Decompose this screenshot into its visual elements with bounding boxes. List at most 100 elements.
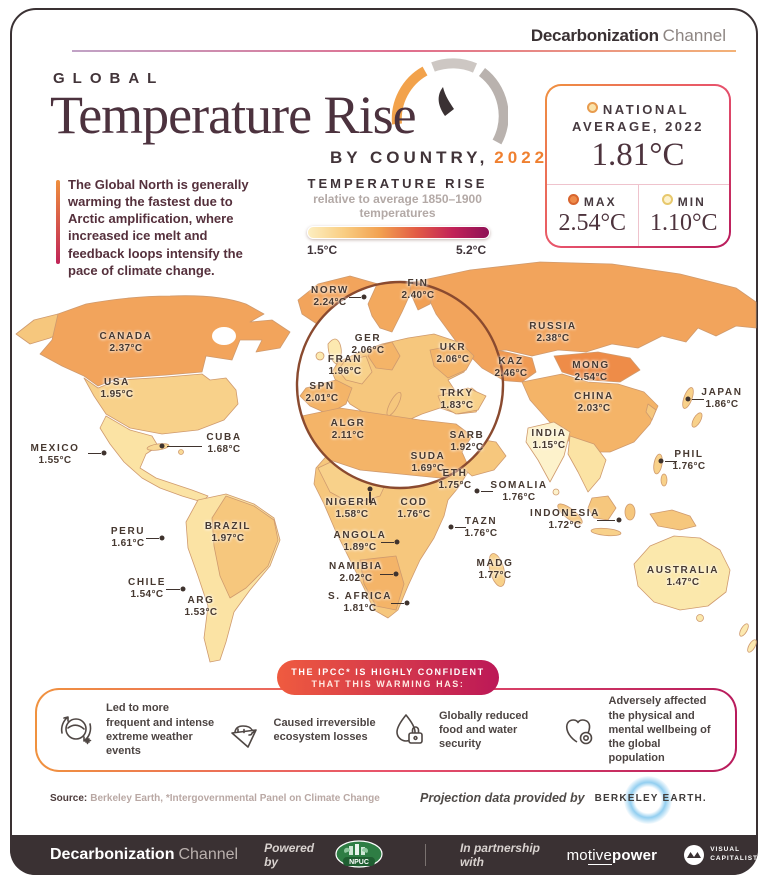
country-label: MONG 2.54°C	[572, 360, 610, 383]
subtitle-year: 2022	[494, 148, 549, 167]
country-label: CHINA 2.03°C	[574, 391, 614, 414]
motivepower-logo: motivepower	[566, 846, 658, 865]
visual-capitalist-icon	[684, 845, 705, 865]
france-shape	[337, 355, 373, 385]
min-value: 1.10°C	[649, 210, 718, 236]
legend-max-label: 5.2°C	[456, 243, 487, 257]
impact-item-wellbeing: Adversely affected the physical and ment…	[558, 694, 718, 765]
motive-c: power	[612, 846, 658, 864]
footer-brand-bold: Decarbonization	[50, 846, 175, 863]
country-label: SUDA 1.69°C	[410, 451, 446, 474]
country-label: PERU 1.61°C	[110, 526, 146, 549]
min-dot-icon	[661, 194, 673, 205]
berkeley-earth-wordmark: BERKELEY EARTH.	[594, 792, 707, 804]
country-label: SOMALIA 1.76°C	[490, 480, 548, 503]
europe-inset-map	[297, 282, 503, 479]
motive-a: mo	[566, 846, 588, 864]
impact-item-weather: Led to more frequent and intense extreme…	[55, 701, 215, 758]
legend-subtitle: relative to average 1850–1900 temperatur…	[313, 192, 482, 221]
header-divider	[72, 50, 736, 52]
world-map	[15, 261, 757, 663]
impact-text: Globally reduced food and water security	[439, 709, 529, 751]
source-text: Berkeley Earth, *Intergovernmental Panel…	[90, 793, 380, 804]
impact-item-ecosystem: Caused irreversible ecosystem losses	[223, 709, 383, 751]
impact-text: Led to more frequent and intense extreme…	[106, 702, 215, 758]
country-label: KAZ 2.46°C	[494, 356, 528, 379]
ukraine-shape	[429, 343, 475, 379]
country-label: USA 1.95°C	[100, 377, 134, 400]
leader-line	[380, 574, 393, 576]
country-label: COD 1.76°C	[397, 497, 431, 520]
country-label: CANADA 2.37°C	[99, 331, 153, 354]
turkey-shape	[437, 387, 487, 415]
leader-dot	[658, 458, 664, 464]
country-label: FIN 2.40°C	[401, 278, 435, 301]
projection-prefix: Projection data provided by	[420, 791, 585, 805]
country-label: INDONESIA 1.72°C	[530, 508, 600, 531]
leader-dot	[616, 517, 622, 523]
min-block: MIN 1.10°C	[639, 185, 730, 246]
leader-dot	[685, 396, 691, 402]
india-shape	[525, 421, 571, 483]
ipcc-banner: THE IPCC* IS HIGHLY CONFIDENT THAT THIS …	[277, 660, 499, 695]
npuc-logo: NPUC	[333, 840, 385, 870]
country-label: GER 2.06°C	[351, 333, 385, 356]
country-label: NAMIBIA 2.02°C	[329, 561, 383, 584]
leader-line	[167, 446, 202, 448]
uk-shape	[327, 338, 342, 365]
leader-dot	[159, 443, 165, 449]
leader-dot	[474, 488, 480, 494]
footer-brand-light: Channel	[178, 846, 239, 863]
national-average-block: NATIONAL AVERAGE, 2022 1.81°C	[547, 86, 729, 185]
country-label: TAZN 1.76°C	[464, 516, 498, 539]
footer-decarbonization-logo: Decarbonization Channel	[50, 846, 238, 864]
ipcc-impacts-box: Led to more frequent and intense extreme…	[35, 688, 737, 772]
page-title: Temperature Rise	[50, 85, 417, 145]
australia-shape	[633, 535, 731, 611]
leader-dot	[393, 571, 399, 577]
avg-label-2: AVERAGE, 2022	[572, 118, 704, 134]
npuc-text: NPUC	[349, 859, 369, 866]
decarbonization-channel-logo: Decarbonization Channel	[531, 26, 726, 46]
partnership-label: In partnership with	[459, 841, 540, 869]
vc-line1: VISUAL	[710, 846, 741, 854]
leader-dot	[159, 535, 165, 541]
country-label: CHILE 1.54°C	[128, 577, 166, 600]
leader-line	[146, 538, 159, 540]
country-label: CUBA 1.68°C	[206, 432, 242, 455]
projection-credit: Projection data provided by BERKELEY EAR…	[420, 791, 707, 805]
leader-line	[349, 297, 361, 299]
extreme-weather-icon	[60, 716, 92, 745]
leader-dot	[361, 294, 367, 300]
intro-accent-bar	[56, 180, 60, 264]
country-label: MADG 1.77°C	[476, 558, 514, 581]
source-label: Source:	[50, 793, 88, 804]
powered-by-label: Powered by	[264, 841, 315, 869]
country-label: SPN 2.01°C	[305, 381, 339, 404]
max-value: 2.54°C	[558, 210, 627, 236]
leader-line	[481, 491, 493, 493]
brazil-shape	[211, 495, 279, 599]
leader-dot	[394, 539, 400, 545]
leader-line	[166, 589, 180, 591]
china-shape	[521, 373, 659, 453]
title-kicker: GLOBAL	[53, 70, 165, 87]
country-label: JAPAN 1.86°C	[701, 387, 743, 410]
ipcc-banner-line1: THE IPCC* IS HIGHLY CONFIDENT	[291, 666, 485, 677]
brand-bold: Decarbonization	[530, 26, 659, 45]
average-value: 1.81°C	[591, 137, 685, 174]
leader-line	[597, 520, 615, 522]
madagascar-shape	[488, 553, 506, 587]
impact-text: Adversely affected the physical and ment…	[608, 695, 711, 765]
country-label: TRKY 1.83°C	[440, 388, 474, 411]
water-security-icon	[396, 714, 423, 744]
germany-shape	[367, 341, 401, 371]
country-label: AUSTRALIA 1.47°C	[646, 565, 720, 588]
subtitle: BY COUNTRY, 2022	[330, 148, 548, 168]
country-label: UKR 2.06°C	[436, 342, 470, 365]
mongolia-shape	[553, 351, 641, 383]
country-label: S. AFRICA 1.81°C	[327, 591, 393, 614]
leader-dot	[101, 450, 107, 456]
leader-dot	[367, 486, 373, 492]
leader-dot	[404, 600, 410, 606]
